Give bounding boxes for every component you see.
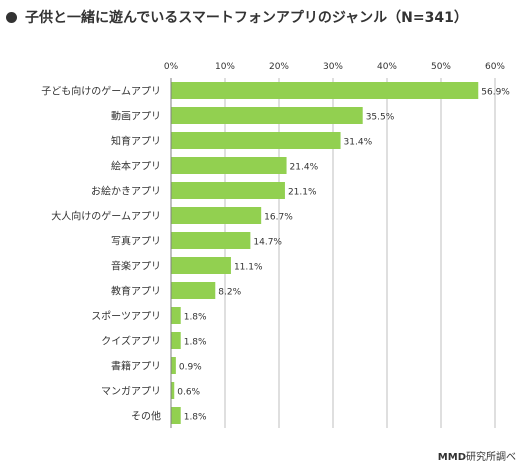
data-label: 1.8% [184,313,207,323]
source-suffix: 研究所調べ [466,452,516,463]
data-label: 1.8% [184,413,207,423]
x-tick-label-30: 30% [323,62,343,72]
bar [171,157,287,174]
source-credit: MMD研究所調べ [438,448,516,463]
category-label: 絵本アプリ [111,160,161,173]
bar [171,257,231,274]
category-label: お絵かきアプリ [91,185,161,198]
source-brand: MMD [437,452,466,463]
x-tick-label-20: 20% [269,62,289,72]
bar [171,407,181,424]
data-label: 14.7% [253,238,282,248]
x-tick-label-10: 10% [215,62,235,72]
x-tick-label-50: 50% [431,62,451,72]
x-tick-label-40: 40% [377,62,397,72]
bar [171,82,479,99]
x-tick-label-0: 0% [164,62,179,72]
chart-title: 子供と一緒に遊んでいるスマートフォンアプリのジャンル（N=341） [25,10,468,26]
data-label: 16.7% [264,213,293,223]
bar [171,307,181,324]
category-label: その他 [131,410,161,423]
category-label: 写真アプリ [111,235,161,248]
category-label: 動画アプリ [111,110,161,123]
bar [171,132,341,149]
bar [171,357,176,374]
bar [171,382,175,399]
data-label: 1.8% [184,338,207,348]
data-label: 8.2% [218,288,241,298]
data-label: 21.4% [290,163,319,173]
data-label: 31.4% [344,138,373,148]
bar [171,107,363,124]
data-label: 0.6% [177,388,200,398]
bar [171,232,251,249]
category-label: スポーツアプリ [91,311,161,323]
category-label: 書籍アプリ [111,360,161,373]
bar [171,332,181,349]
data-label: 11.1% [234,263,263,273]
bar [171,282,216,299]
category-label: 大人向けのゲームアプリ [51,210,161,223]
category-label: マンガアプリ [101,386,161,398]
category-label: 知育アプリ [111,135,161,148]
category-label: 音楽アプリ [111,260,161,273]
data-label: 35.5% [366,113,395,123]
x-tick-label-60: 60% [485,62,505,72]
bullet-icon [6,11,17,23]
category-label: 子ども向けのゲームアプリ [41,85,161,98]
bar [171,207,262,224]
category-label: 教育アプリ [111,285,161,298]
data-label: 21.1% [288,188,317,198]
data-label: 56.9% [481,88,510,98]
title-row: 子供と一緒に遊んでいるスマートフォンアプリのジャンル（N=341） [6,6,468,28]
bar [171,182,285,199]
data-label: 0.9% [179,363,202,373]
category-label: クイズアプリ [101,335,161,348]
